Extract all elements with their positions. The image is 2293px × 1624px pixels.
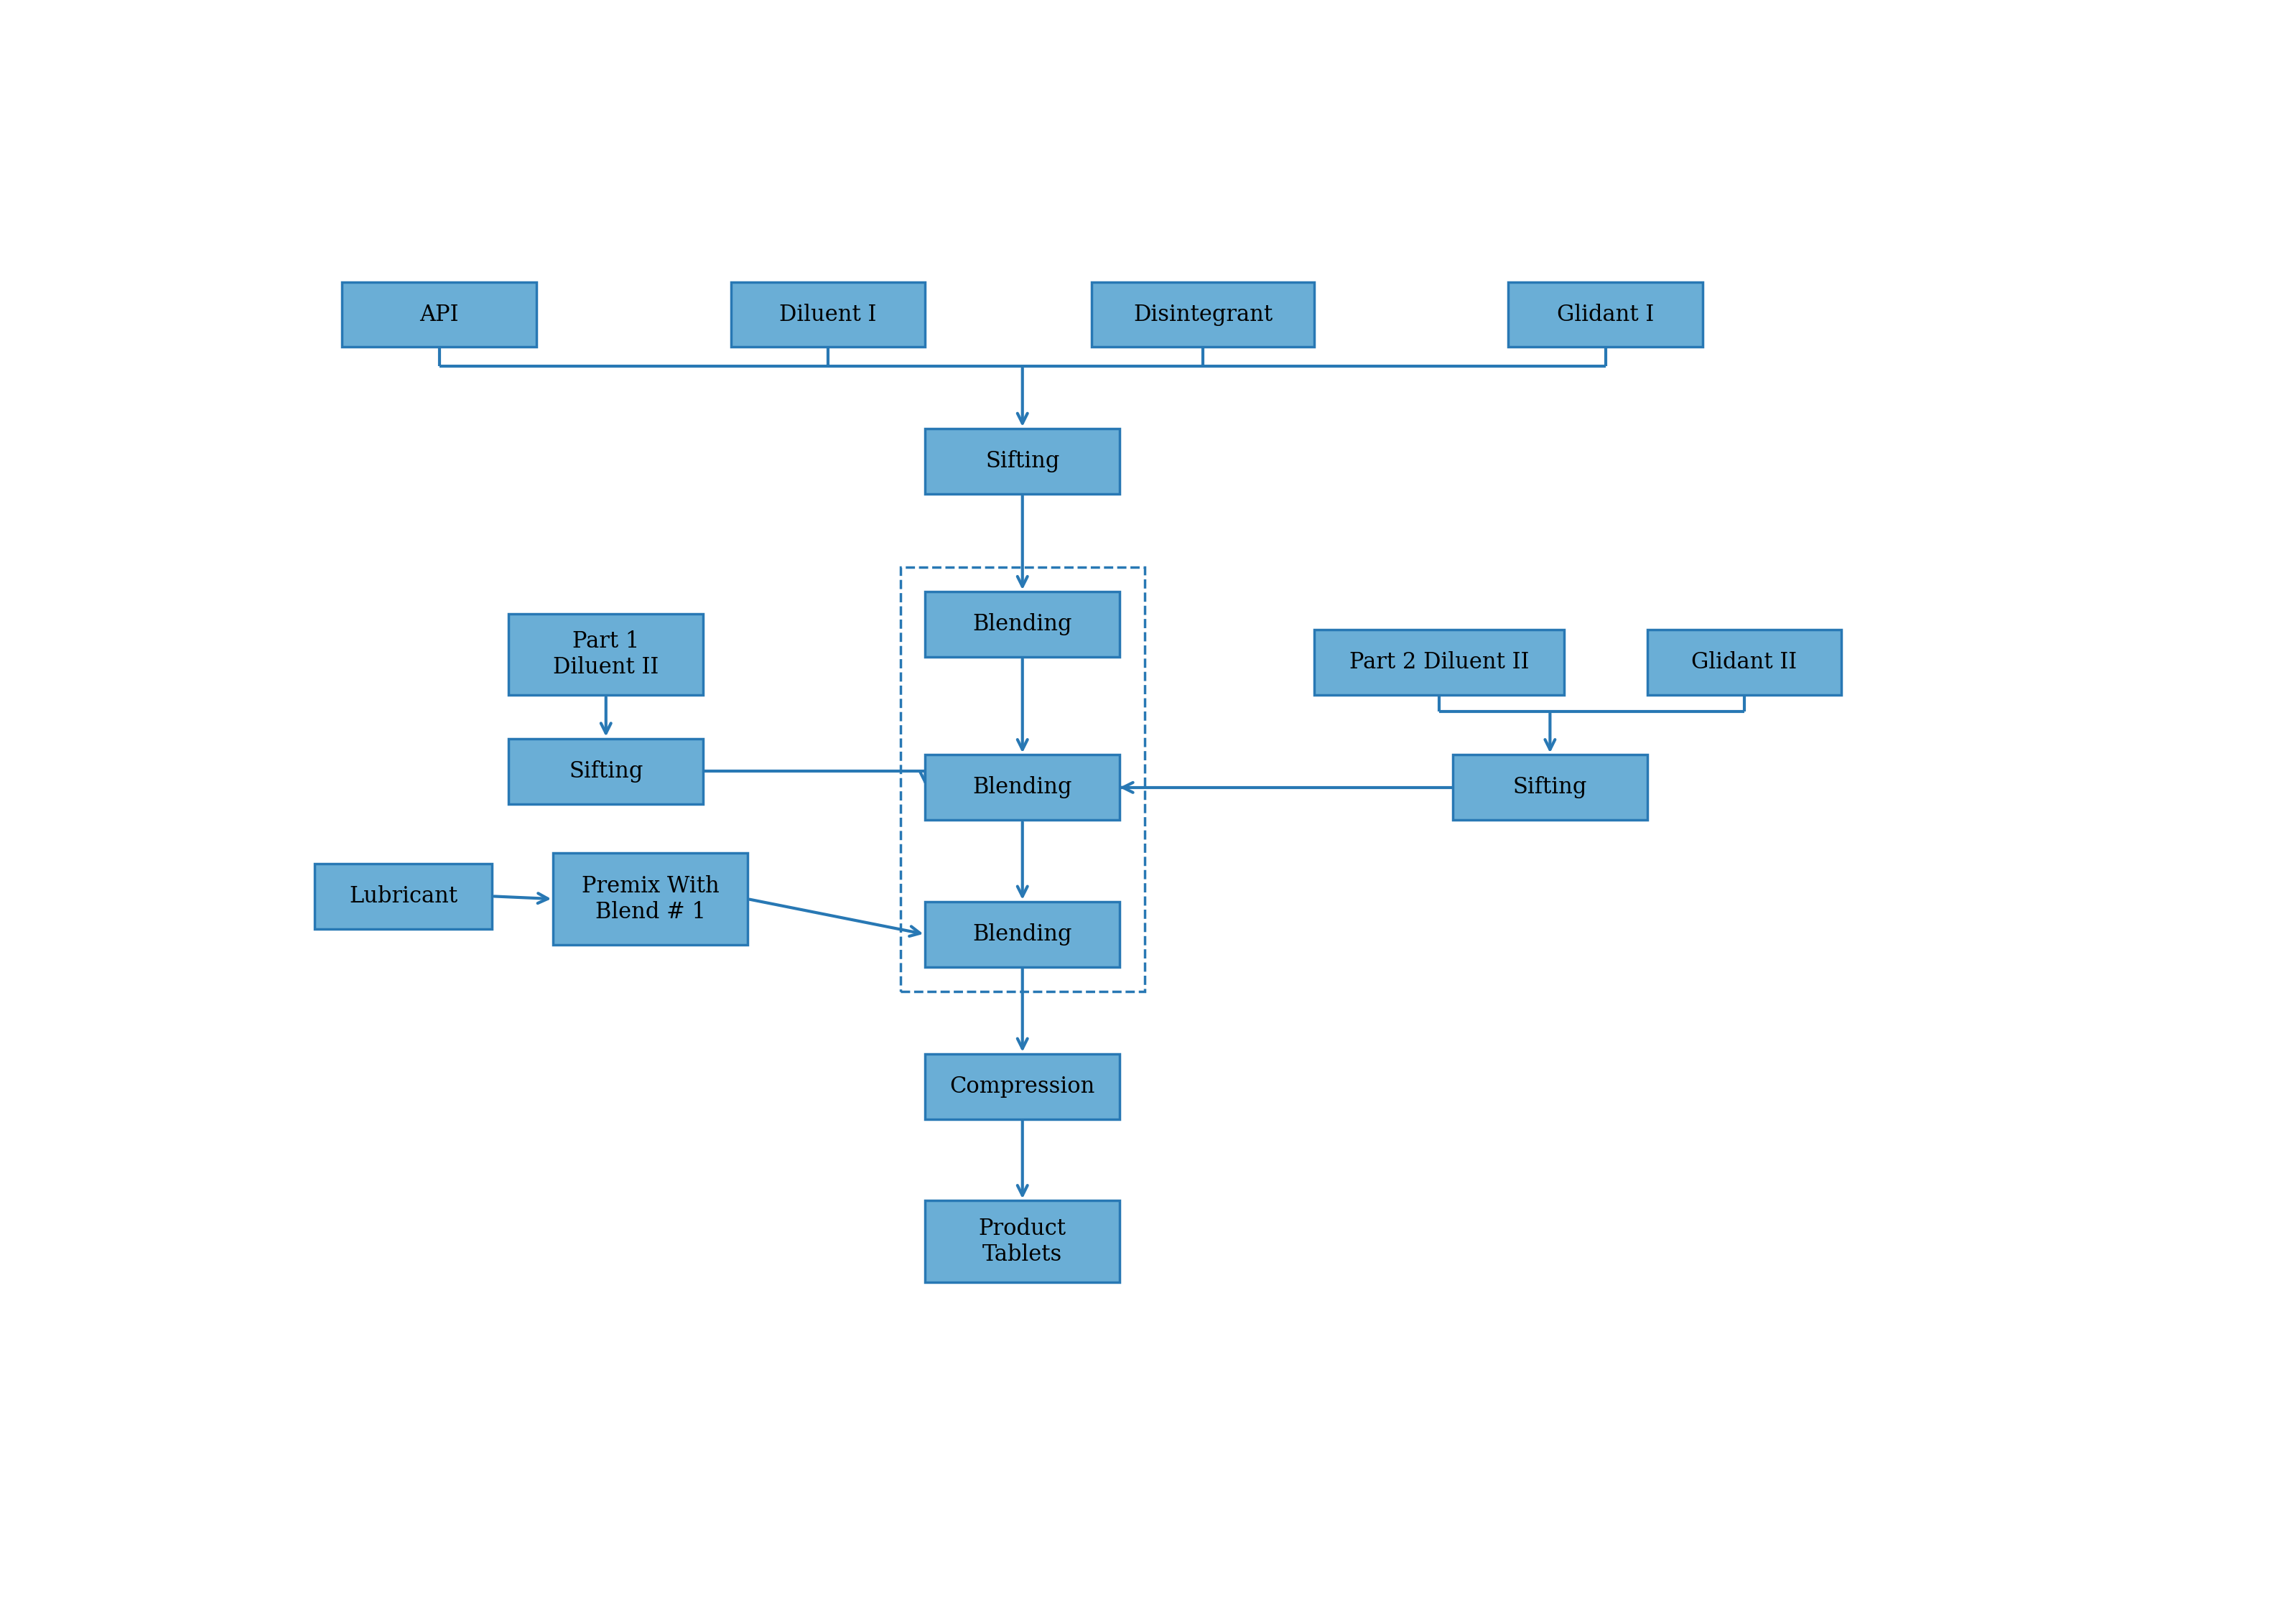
Text: Glidant II: Glidant II: [1692, 651, 1798, 674]
FancyBboxPatch shape: [926, 901, 1119, 966]
FancyBboxPatch shape: [509, 739, 704, 804]
Text: API: API: [420, 304, 459, 326]
FancyBboxPatch shape: [926, 1054, 1119, 1119]
Text: Part 2 Diluent II: Part 2 Diluent II: [1348, 651, 1529, 674]
FancyBboxPatch shape: [1646, 630, 1841, 695]
FancyBboxPatch shape: [553, 853, 748, 945]
FancyBboxPatch shape: [1509, 283, 1704, 348]
FancyBboxPatch shape: [1091, 283, 1314, 348]
FancyBboxPatch shape: [731, 283, 926, 348]
FancyBboxPatch shape: [926, 1200, 1119, 1283]
Text: Part 1
Diluent II: Part 1 Diluent II: [553, 630, 658, 679]
Text: Compression: Compression: [949, 1075, 1096, 1098]
FancyBboxPatch shape: [1454, 755, 1646, 820]
Text: Premix With
Blend # 1: Premix With Blend # 1: [582, 875, 720, 922]
FancyBboxPatch shape: [926, 591, 1119, 658]
Text: Sifting: Sifting: [986, 450, 1059, 473]
Text: Disintegrant: Disintegrant: [1133, 304, 1273, 326]
FancyBboxPatch shape: [342, 283, 537, 348]
FancyBboxPatch shape: [926, 429, 1119, 494]
FancyBboxPatch shape: [1314, 630, 1564, 695]
Text: Product
Tablets: Product Tablets: [979, 1218, 1066, 1265]
FancyBboxPatch shape: [314, 864, 493, 929]
FancyBboxPatch shape: [509, 614, 704, 695]
Text: Blending: Blending: [972, 922, 1073, 945]
Text: Diluent I: Diluent I: [780, 304, 876, 326]
Text: Lubricant: Lubricant: [349, 885, 459, 908]
FancyBboxPatch shape: [926, 755, 1119, 820]
Text: Blending: Blending: [972, 614, 1073, 635]
Text: Glidant I: Glidant I: [1557, 304, 1653, 326]
Text: Sifting: Sifting: [569, 760, 642, 783]
Text: Sifting: Sifting: [1513, 776, 1587, 799]
Text: Blending: Blending: [972, 776, 1073, 799]
